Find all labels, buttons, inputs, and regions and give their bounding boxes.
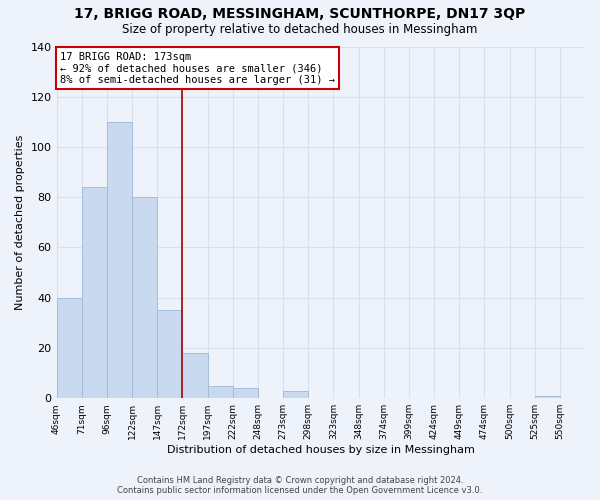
Y-axis label: Number of detached properties: Number of detached properties bbox=[15, 134, 25, 310]
Bar bbox=[182, 353, 208, 398]
Bar bbox=[107, 122, 132, 398]
Bar bbox=[283, 390, 308, 398]
Bar bbox=[208, 386, 233, 398]
Bar bbox=[132, 197, 157, 398]
Text: 17 BRIGG ROAD: 173sqm
← 92% of detached houses are smaller (346)
8% of semi-deta: 17 BRIGG ROAD: 173sqm ← 92% of detached … bbox=[61, 52, 335, 84]
Bar bbox=[535, 396, 560, 398]
Bar bbox=[157, 310, 182, 398]
Text: Size of property relative to detached houses in Messingham: Size of property relative to detached ho… bbox=[122, 22, 478, 36]
Text: 17, BRIGG ROAD, MESSINGHAM, SCUNTHORPE, DN17 3QP: 17, BRIGG ROAD, MESSINGHAM, SCUNTHORPE, … bbox=[74, 8, 526, 22]
Bar bbox=[56, 298, 82, 398]
Text: Contains HM Land Registry data © Crown copyright and database right 2024.
Contai: Contains HM Land Registry data © Crown c… bbox=[118, 476, 482, 495]
X-axis label: Distribution of detached houses by size in Messingham: Distribution of detached houses by size … bbox=[167, 445, 475, 455]
Bar bbox=[233, 388, 258, 398]
Bar bbox=[82, 187, 107, 398]
